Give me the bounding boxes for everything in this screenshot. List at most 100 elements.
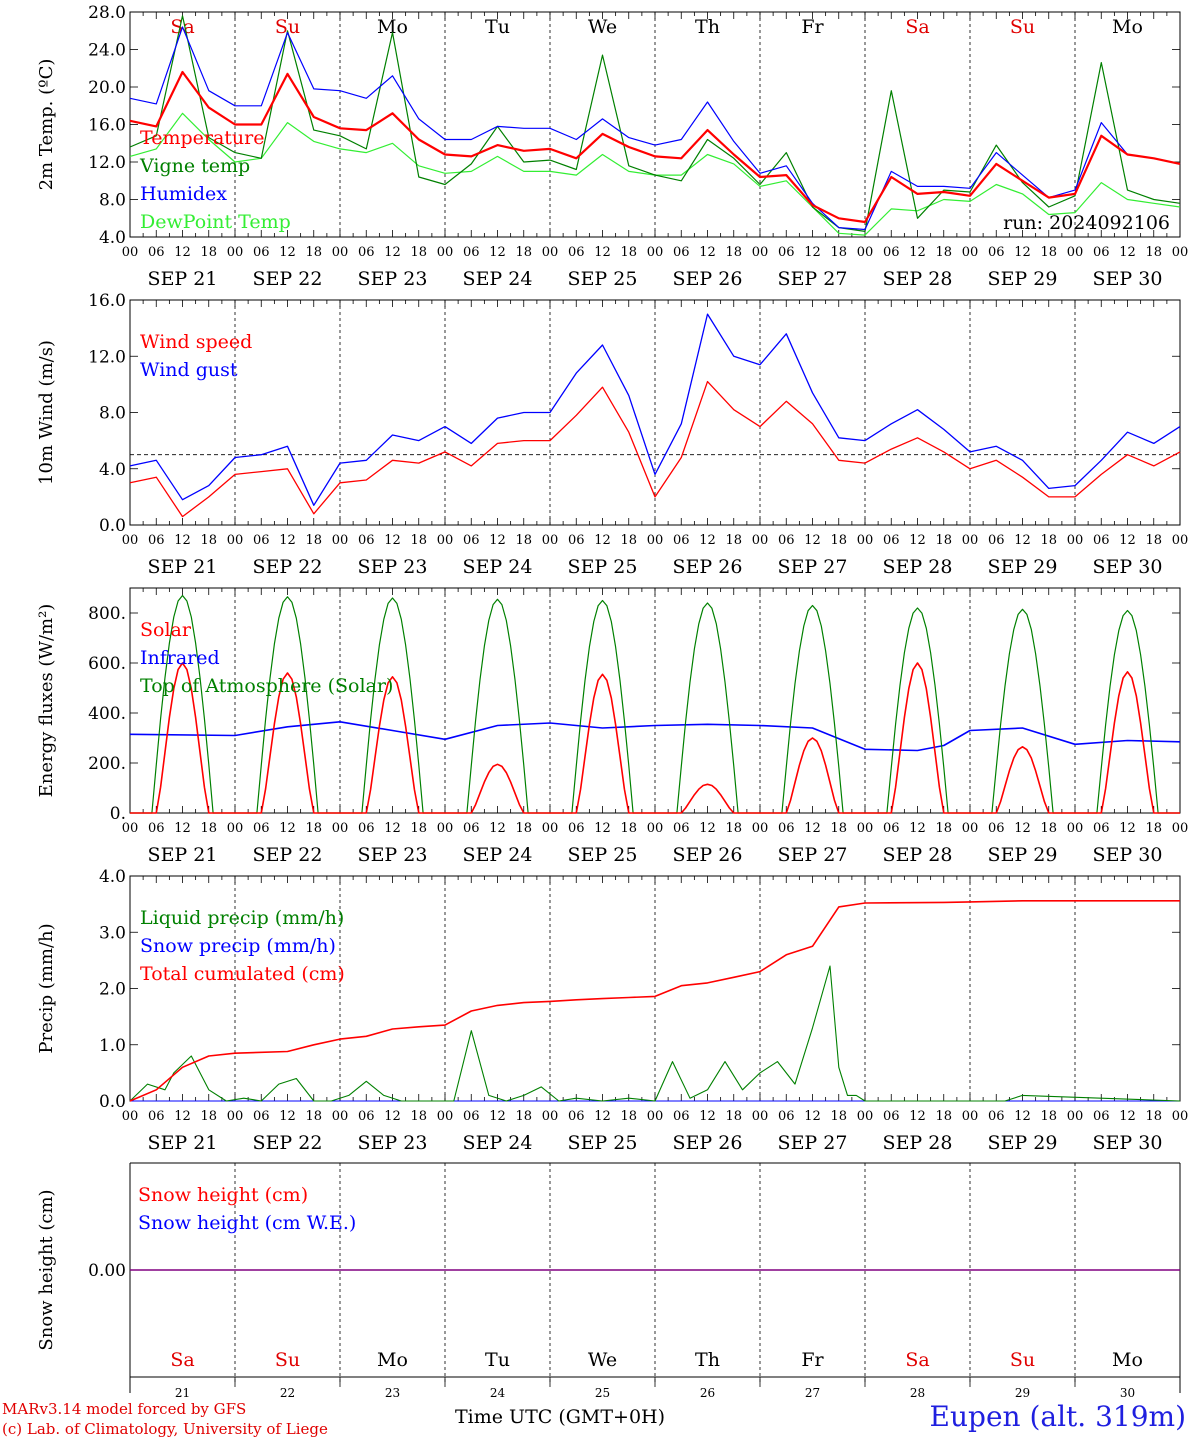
hour-tick-label: 06 [463, 821, 480, 836]
y-tick-label: 4.0 [99, 867, 126, 887]
hour-tick-label: 12 [1014, 821, 1031, 836]
hour-tick-label: 12 [1119, 821, 1136, 836]
hour-tick-label: 12 [489, 245, 506, 260]
day-label: SEP 21 [148, 556, 218, 578]
hour-tick-label: 00 [1172, 533, 1189, 548]
day-label: SEP 24 [463, 556, 533, 578]
hour-tick-label: 06 [778, 533, 795, 548]
hour-tick-label: 12 [174, 821, 191, 836]
y-tick-label: 16.0 [88, 116, 126, 136]
hour-tick-label: 00 [332, 821, 349, 836]
weekday-label: We [588, 1349, 617, 1371]
hour-tick-label: 00 [1172, 1109, 1189, 1124]
legend-entry: Snow height (cm W.E.) [138, 1212, 356, 1234]
hour-tick-label: 18 [1145, 533, 1162, 548]
hour-tick-label: 18 [410, 821, 427, 836]
weekday-label: Fr [801, 1349, 824, 1371]
hour-tick-label: 18 [725, 1109, 742, 1124]
legend-entry: Snow height (cm) [138, 1184, 308, 1206]
hour-tick-label: 00 [857, 533, 874, 548]
day-label: SEP 28 [883, 1132, 953, 1154]
hour-tick-label: 18 [305, 821, 322, 836]
hour-tick-label: 06 [778, 821, 795, 836]
hour-tick-label: 06 [463, 245, 480, 260]
day-label: SEP 22 [253, 1132, 323, 1154]
day-label: SEP 29 [988, 556, 1058, 578]
hour-tick-label: 18 [200, 821, 217, 836]
hour-tick-label: 00 [332, 533, 349, 548]
hour-tick-label: 06 [358, 821, 375, 836]
day-label: SEP 24 [463, 268, 533, 290]
legend-entry: Infrared [140, 647, 220, 669]
hour-tick-label: 06 [673, 533, 690, 548]
y-tick-label: 400. [88, 704, 126, 724]
hour-tick-label: 00 [647, 533, 664, 548]
day-label: SEP 23 [358, 1132, 428, 1154]
weekday-label: Fr [801, 16, 824, 38]
day-number-label: 28 [910, 1386, 925, 1400]
hour-tick-label: 00 [647, 821, 664, 836]
hour-tick-label: 00 [752, 821, 769, 836]
hour-tick-label: 18 [410, 245, 427, 260]
hour-tick-label: 18 [515, 533, 532, 548]
day-label: SEP 23 [358, 844, 428, 866]
day-label: SEP 21 [148, 1132, 218, 1154]
day-label: SEP 28 [883, 556, 953, 578]
hour-tick-label: 06 [253, 533, 270, 548]
day-label: SEP 29 [988, 1132, 1058, 1154]
series-humidex [129, 26, 1181, 231]
hour-tick-label: 06 [253, 245, 270, 260]
hour-tick-label: 12 [1014, 1109, 1031, 1124]
hour-tick-label: 00 [542, 533, 559, 548]
y-tick-label: 24.0 [88, 41, 126, 61]
hour-tick-label: 00 [962, 245, 979, 260]
legend-entry: Top of Atmosphere (Solar) [140, 675, 393, 697]
energy-panel: 00 06 12 18 00 06 12 18 00 06 12 18 00 06 12 18 00 06 12 18… [36, 587, 1188, 866]
hour-tick-label: 00 [752, 533, 769, 548]
hour-tick-label: 00 [857, 245, 874, 260]
x-axis-title: Time UTC (GMT+0H) [455, 1406, 666, 1428]
hour-tick-label: 18 [1145, 245, 1162, 260]
day-label: SEP 24 [463, 1132, 533, 1154]
hour-tick-label: 06 [988, 821, 1005, 836]
day-label: SEP 22 [253, 268, 323, 290]
hour-tick-label: 00 [437, 1109, 454, 1124]
hour-tick-label: 18 [935, 245, 952, 260]
hour-tick-label: 06 [568, 1109, 585, 1124]
hour-tick-label: 06 [358, 1109, 375, 1124]
hour-tick-label: 18 [305, 245, 322, 260]
day-label: SEP 26 [673, 1132, 743, 1154]
hour-tick-label: 06 [1093, 245, 1110, 260]
hour-tick-label: 12 [699, 533, 716, 548]
legend-entry: Total cumulated (cm) [140, 963, 345, 985]
hour-tick-label: 06 [673, 821, 690, 836]
hour-tick-label: 18 [1040, 821, 1057, 836]
y-tick-label: 4.0 [99, 460, 126, 480]
hour-tick-label: 12 [174, 533, 191, 548]
y-tick-label: 4.0 [99, 228, 126, 248]
hour-tick-label: 12 [489, 1109, 506, 1124]
model-credit-line: MARv3.14 model forced by GFS [2, 1400, 247, 1418]
series-solar [130, 662, 1180, 814]
y-tick-label: 20.0 [88, 78, 126, 98]
day-label: SEP 22 [253, 556, 323, 578]
weekday-label: Mo [377, 1349, 408, 1371]
series-wind-speed [129, 380, 1181, 518]
temperature-panel: 00 06 12 18 00 06 12 18 00 06 12 18 00 06 12 18 00 06 12 18… [36, 3, 1188, 290]
hour-tick-label: 12 [594, 245, 611, 260]
day-label: SEP 28 [883, 268, 953, 290]
hour-tick-label: 00 [332, 245, 349, 260]
y-tick-label: 800. [88, 604, 126, 624]
hour-tick-label: 12 [1014, 533, 1031, 548]
day-label: SEP 30 [1093, 1132, 1163, 1154]
hour-tick-label: 12 [279, 245, 296, 260]
hour-tick-label: 12 [1119, 245, 1136, 260]
legend-entry: Temperature [140, 127, 264, 149]
day-label: SEP 26 [673, 268, 743, 290]
hour-tick-label: 06 [568, 821, 585, 836]
y-tick-label: 28.0 [88, 3, 126, 23]
hour-tick-label: 12 [174, 245, 191, 260]
hour-tick-label: 12 [174, 1109, 191, 1124]
weekday-label: Mo [377, 16, 408, 38]
day-label: SEP 25 [568, 556, 638, 578]
